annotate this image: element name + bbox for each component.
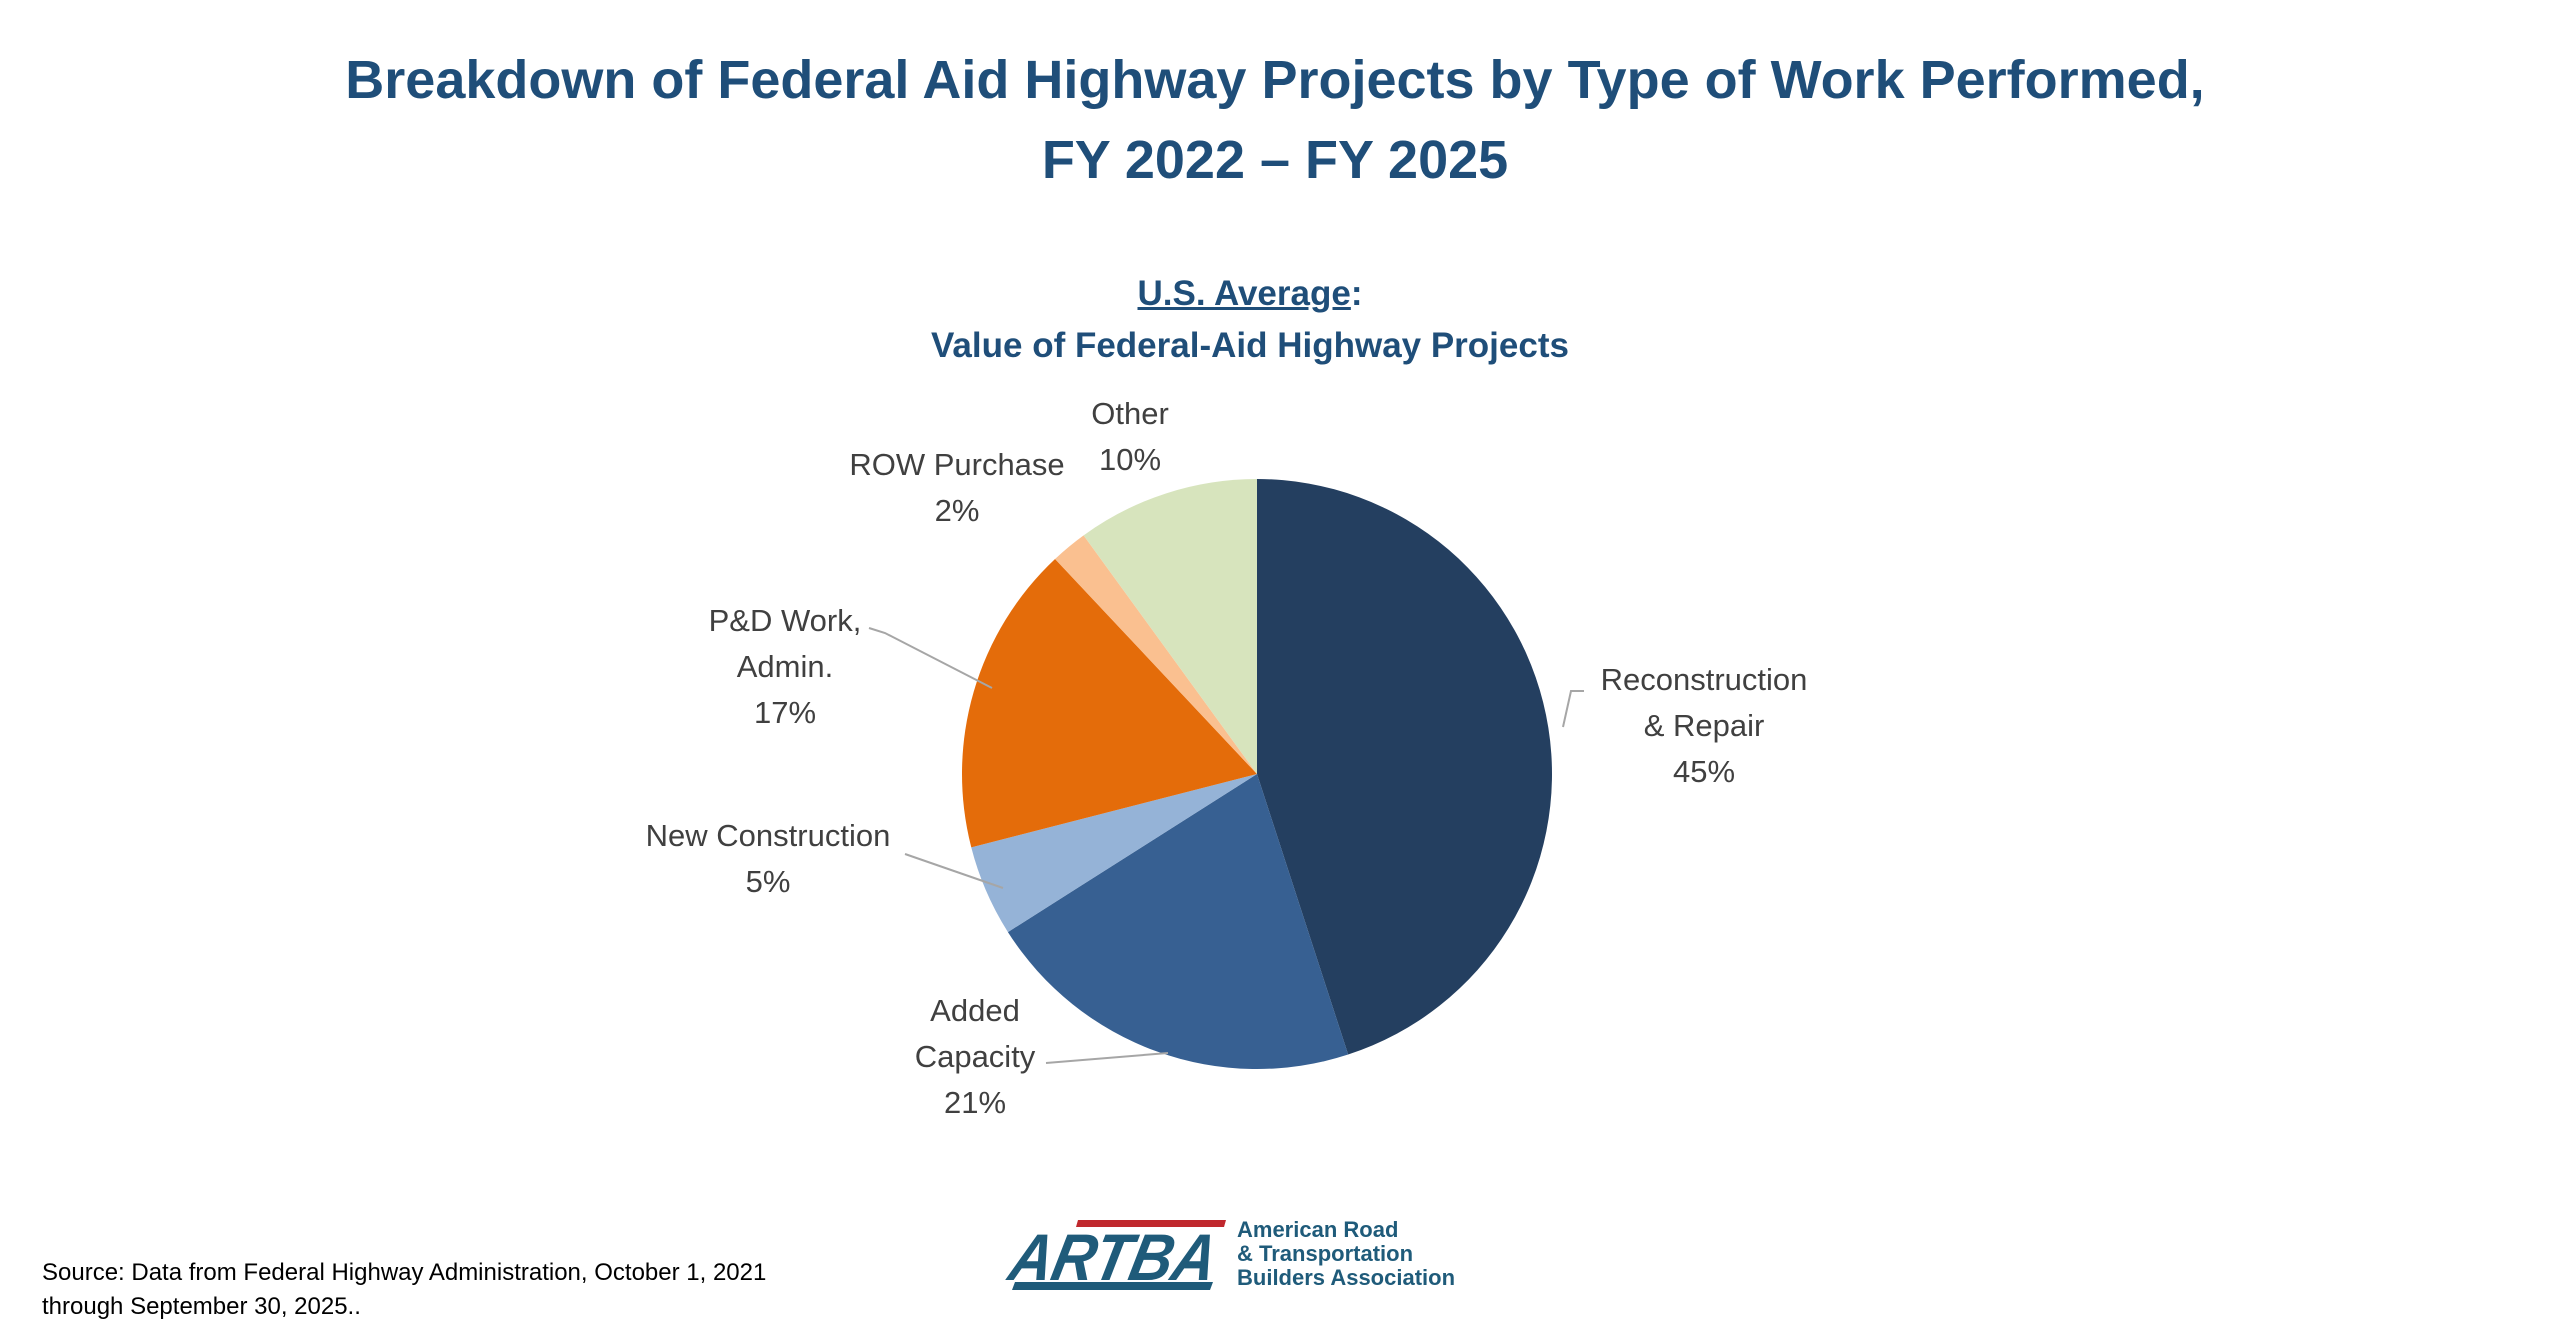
leader-line-reconstruction xyxy=(1562,690,1584,728)
subtitle-underlined: U.S. Average xyxy=(1137,274,1351,313)
chart-title-line2: FY 2022 – FY 2025 xyxy=(1041,130,1509,190)
source-line-2: through September 30, 2025.. xyxy=(42,1293,361,1320)
label-text: Added xyxy=(930,993,1020,1028)
label-text: Reconstruction xyxy=(1600,662,1808,697)
data-label-pd-work: P&D Work, Admin. 17% xyxy=(709,598,862,736)
svg-text:ARTBA: ARTBA xyxy=(1001,1222,1223,1295)
label-text: New Construction xyxy=(645,818,891,853)
chart-title-line1: Breakdown of Federal Aid Highway Project… xyxy=(345,50,2205,110)
label-value: 45% xyxy=(1672,754,1736,789)
label-value: 10% xyxy=(1098,442,1162,477)
data-label-added-capacity: Added Capacity 21% xyxy=(915,988,1036,1126)
label-value: 5% xyxy=(745,864,791,899)
logo-line-3: Builders Association xyxy=(1237,1265,1456,1290)
pie-slice-other xyxy=(1083,479,1257,774)
subtitle-colon: : xyxy=(1350,274,1363,313)
artba-logo-text: American Road & Transportation Builders … xyxy=(1237,1218,1455,1290)
data-label-reconstruction: Reconstruction & Repair 45% xyxy=(1601,657,1808,795)
leader-line-added-capacity xyxy=(1045,1052,1169,1064)
pie-slice-row-purchase xyxy=(1055,535,1257,774)
logo-line-1: American Road xyxy=(1237,1217,1399,1242)
leader-line-pd-work xyxy=(868,627,993,689)
label-text: P&D Work, xyxy=(708,603,862,638)
chart-subtitle-line1: U.S. Average: xyxy=(0,268,2500,320)
artba-logo-mark: ARTBA xyxy=(1001,1220,1226,1295)
data-label-new-construction: New Construction 5% xyxy=(646,813,891,905)
data-label-row-purchase: ROW Purchase 2% xyxy=(849,442,1064,534)
pie-slice-p-d-work-admin xyxy=(961,558,1257,848)
label-text: Capacity xyxy=(914,1039,1036,1074)
pie-slice-added-capacity xyxy=(1007,774,1349,1069)
chart-subtitle-line2: Value of Federal-Aid Highway Projects xyxy=(931,326,1569,365)
label-value: 2% xyxy=(934,493,980,528)
label-text: ROW Purchase xyxy=(849,447,1065,482)
logo-line-2: & Transportation xyxy=(1237,1241,1414,1266)
label-text: Other xyxy=(1091,396,1169,431)
leader-line-new-construction xyxy=(904,853,1004,889)
label-text: & Repair xyxy=(1643,708,1765,743)
label-text: Admin. xyxy=(736,649,834,684)
label-value: 17% xyxy=(753,695,817,730)
pie-slice-reconstruction-repair xyxy=(1257,479,1552,1055)
pie-slice-new-construction xyxy=(971,774,1257,933)
source-line-1: Source: Data from Federal Highway Admini… xyxy=(42,1259,767,1286)
data-label-other: Other 10% xyxy=(1091,391,1169,483)
label-value: 21% xyxy=(943,1085,1007,1120)
